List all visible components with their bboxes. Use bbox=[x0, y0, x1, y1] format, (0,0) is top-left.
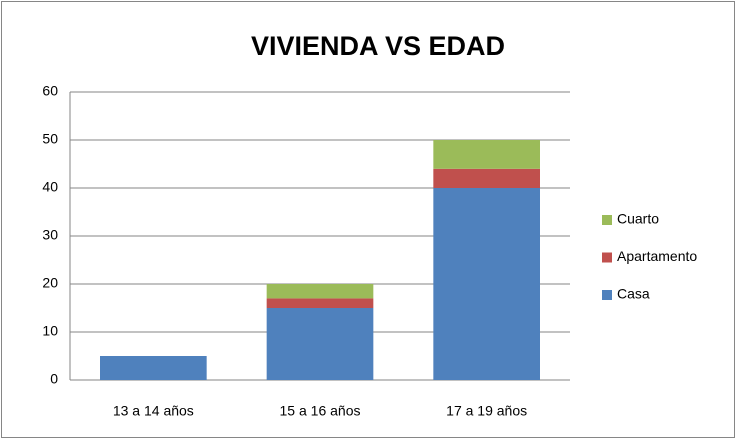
bar-segment bbox=[433, 188, 540, 380]
bar-segment bbox=[266, 284, 374, 299]
x-tick-label: 13 a 14 años bbox=[113, 403, 194, 419]
bar-segment bbox=[433, 140, 540, 169]
bar-segment bbox=[266, 308, 374, 380]
y-tick-label: 0 bbox=[50, 371, 58, 387]
bar-segment bbox=[100, 356, 207, 380]
legend-swatch bbox=[602, 252, 612, 263]
chart-title: VIVIENDA VS EDAD bbox=[251, 31, 505, 61]
legend-label: Cuarto bbox=[617, 211, 659, 227]
y-tick-label: 40 bbox=[42, 179, 58, 195]
y-tick-label: 10 bbox=[42, 323, 58, 339]
y-tick-label: 50 bbox=[42, 131, 58, 147]
y-tick-label: 30 bbox=[42, 227, 58, 243]
bar-segment bbox=[433, 168, 540, 188]
legend-swatch bbox=[602, 215, 612, 225]
bar-segment bbox=[266, 298, 374, 308]
x-tick-label: 15 a 16 años bbox=[280, 403, 361, 419]
y-tick-label: 60 bbox=[42, 83, 58, 99]
legend-label: Apartamento bbox=[617, 248, 697, 264]
legend-swatch bbox=[602, 290, 612, 300]
x-tick-label: 17 a 19 años bbox=[446, 403, 527, 419]
legend-label: Casa bbox=[617, 286, 650, 302]
y-tick-label: 20 bbox=[42, 275, 58, 291]
